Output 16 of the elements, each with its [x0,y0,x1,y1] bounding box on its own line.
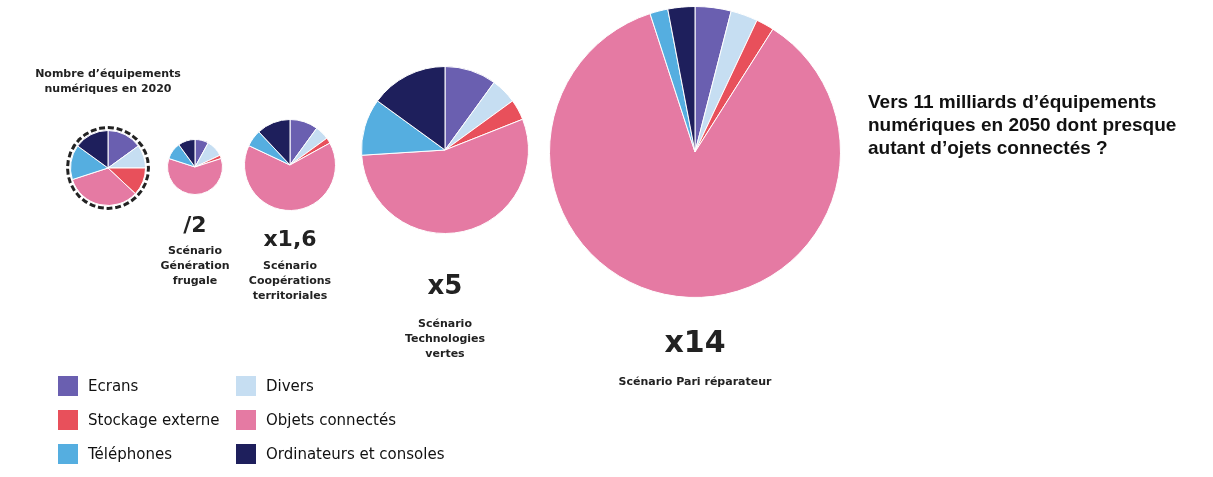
text: /2 [182,212,208,237]
text: Scénario Pari réparateur [617,374,773,389]
text: Vers 11 milliards d’équipements numériques en 2050 dont presque autant d’ojets connectés ? [868,90,1178,159]
legend-label: Objets connectés [265,410,398,430]
legend-label: Ordinateurs et consoles [265,444,446,464]
text: Scénario Technologies vertes [403,316,487,361]
legend-label: Stockage externe [87,410,221,430]
chart-title: Nombre d’équipements numériques en 2020 [34,66,182,96]
legend-label: Divers [265,376,315,396]
legend-label: Téléphones [87,444,173,464]
text: x1,6 [262,226,318,251]
legend-label: Ecrans [87,376,140,396]
text: Scénario Génération frugale [159,243,231,288]
text: x5 [426,270,464,300]
text: x14 [663,324,727,359]
text: Scénario Coopérations territoriales [247,258,333,303]
